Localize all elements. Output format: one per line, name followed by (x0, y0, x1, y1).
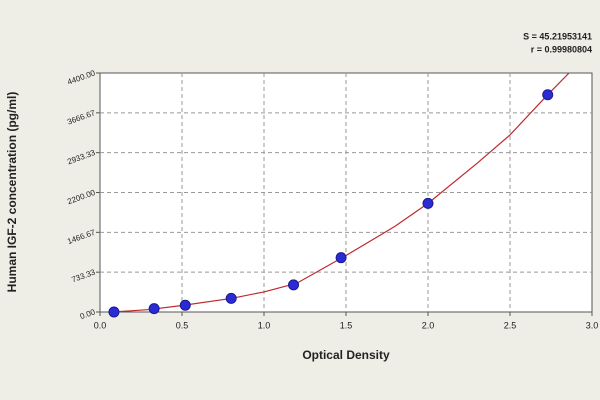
y-axis-title: Human IGF-2 concentration (pg/ml) (5, 92, 19, 293)
data-point (422, 197, 434, 209)
x-tick-label: 1.0 (258, 320, 271, 330)
data-point (108, 306, 120, 318)
x-tick-label: 0.0 (94, 320, 107, 330)
x-tick-label: 3.0 (586, 320, 599, 330)
x-tick-label: 0.5 (176, 320, 189, 330)
x-tick-label: 1.5 (340, 320, 353, 330)
data-point (335, 252, 347, 264)
annotation: r = 0.99980804 (531, 44, 592, 54)
annotation: S = 45.21953141 (523, 31, 592, 41)
data-point (288, 279, 300, 291)
x-tick-label: 2.5 (504, 320, 517, 330)
data-point (542, 89, 554, 101)
x-axis-title: Optical Density (302, 348, 390, 362)
data-point (225, 292, 237, 304)
data-point (179, 299, 191, 311)
data-point (148, 303, 160, 315)
x-tick-label: 2.0 (422, 320, 435, 330)
